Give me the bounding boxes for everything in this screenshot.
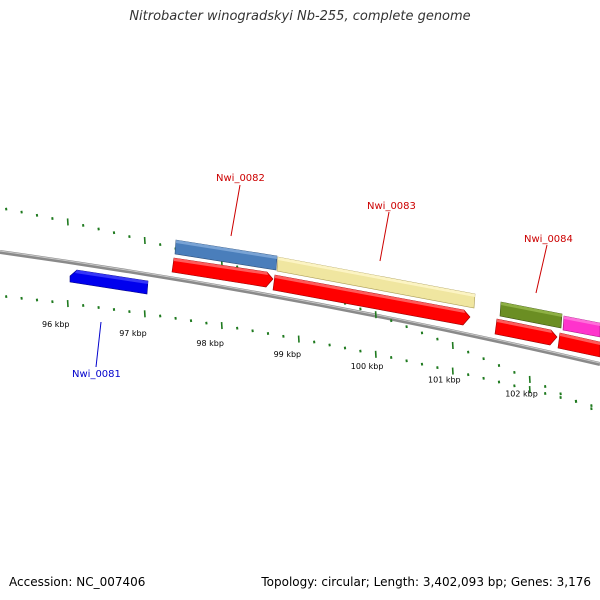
cds-nwi-0083[interactable] xyxy=(272,274,471,326)
genome-backbone xyxy=(0,250,600,366)
gene-nwi-0084[interactable] xyxy=(499,301,563,329)
scale-label: 96 kbp xyxy=(42,320,70,329)
label-leaders xyxy=(95,184,548,368)
gene-nwi-0083[interactable] xyxy=(276,256,476,309)
gene-label-nwi-0084[interactable]: Nwi_0084 xyxy=(524,234,573,245)
inner-tick-ring xyxy=(5,295,593,408)
cds-nwi-0084[interactable] xyxy=(494,318,558,346)
scale-label: 102 kbp xyxy=(505,390,538,399)
scale-label: 97 kbp xyxy=(119,329,147,338)
gene-label-nwi-0082[interactable]: Nwi_0082 xyxy=(216,173,265,184)
scale-label: 98 kbp xyxy=(196,339,224,348)
gene-nwi-0085[interactable] xyxy=(562,315,600,338)
cds-nwi-0085[interactable] xyxy=(557,332,600,358)
genome-summary-text: Topology: circular; Length: 3,402,093 bp… xyxy=(261,575,591,589)
gene-label-nwi-0083[interactable]: Nwi_0083 xyxy=(367,201,416,212)
gene-nwi-0081[interactable] xyxy=(69,269,149,295)
gene-label-nwi-0081[interactable]: Nwi_0081 xyxy=(72,369,121,380)
page-title: Nitrobacter winogradskyi Nb-255, complet… xyxy=(129,9,471,24)
scale-label: 100 kbp xyxy=(351,362,384,371)
cds-nwi-0082[interactable] xyxy=(171,257,274,288)
gene-labels: Nwi_0081 Nwi_0082 Nwi_0083 Nwi_0084 xyxy=(72,173,573,380)
scale-label: 101 kbp xyxy=(428,375,461,384)
gene-features xyxy=(69,239,600,358)
scale-label: 99 kbp xyxy=(274,350,302,359)
gene-nwi-0082[interactable] xyxy=(174,239,278,271)
accession-text: Accession: NC_007406 xyxy=(9,575,146,589)
scale-labels: 96 kbp 97 kbp 98 kbp 99 kbp 100 kbp 101 kbp 10… xyxy=(42,320,538,399)
